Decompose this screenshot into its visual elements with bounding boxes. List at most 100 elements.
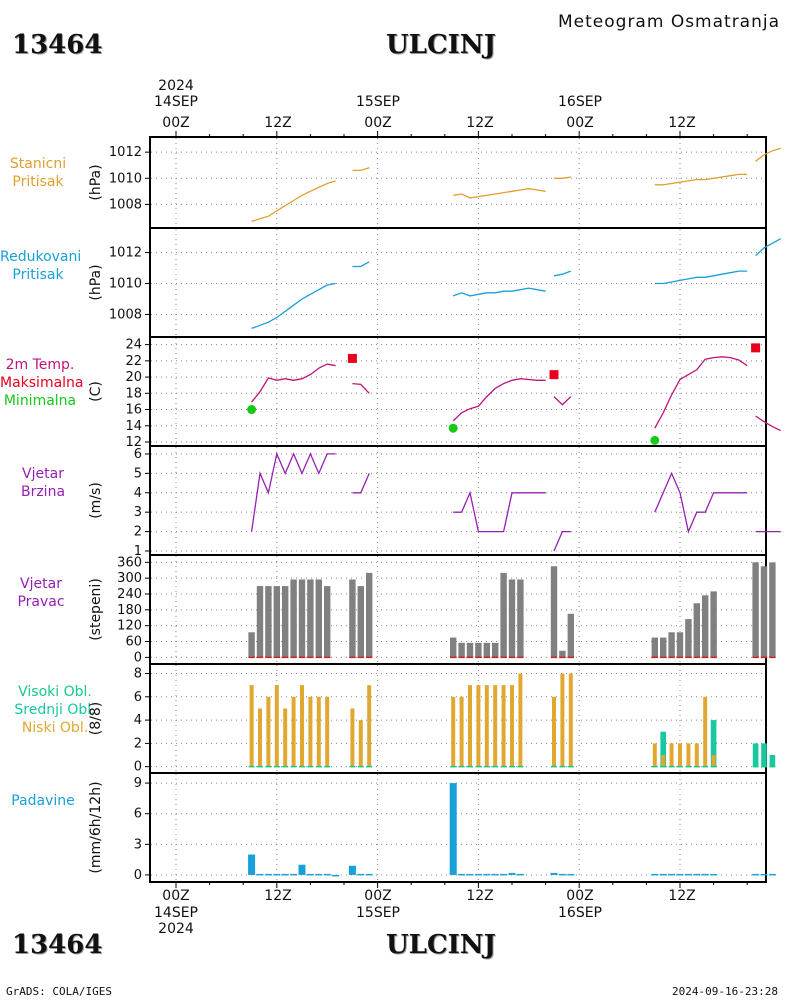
cloud-low-bar-32 xyxy=(711,755,716,767)
label-temperature-line3: Minimalna xyxy=(3,393,77,409)
series-line-2-0 xyxy=(251,363,336,403)
label-station-pressure-line2: Pritisak xyxy=(12,174,64,190)
tmin-marker-0 xyxy=(247,405,257,415)
precip-bar-24 xyxy=(558,873,566,876)
winddir-bar-12 xyxy=(366,572,373,658)
label-clouds-line1: Visoki Obl. xyxy=(18,684,92,700)
station-name-top: ULCINJ xyxy=(386,30,496,60)
label-wind-speed-line2: Brzina xyxy=(20,484,66,500)
tick-label-top-3: 12Z xyxy=(466,115,494,131)
winddir-bar-8 xyxy=(315,579,322,658)
ytick-label-2-3: 18 xyxy=(125,386,142,401)
series-line-2-1 xyxy=(352,382,370,394)
winddir-bar-26 xyxy=(660,637,667,658)
cloud-mid-bar-26 xyxy=(660,731,666,767)
cloud-low-bar-27 xyxy=(669,743,674,767)
ylabel-4: (stepeni) xyxy=(88,578,104,641)
winddir-bar-5 xyxy=(290,579,297,658)
tmin-marker-2 xyxy=(650,435,660,445)
precip-bar-12 xyxy=(357,873,365,876)
ytick-label-4-5: 300 xyxy=(117,571,142,586)
cloud-low-bar-22 xyxy=(552,696,556,767)
ytick-label-6-1: 3 xyxy=(134,837,142,852)
cloud-low-bar-2 xyxy=(266,696,271,767)
precip-bar-15 xyxy=(458,873,466,876)
series-line-1-2 xyxy=(452,287,546,297)
series-line-0-1 xyxy=(352,167,370,172)
ylabel-6: (mm/6h/12h) xyxy=(88,781,104,873)
cloud-low-bar-6 xyxy=(300,685,304,767)
label-clouds-line2: Srednji Obl. xyxy=(14,702,96,718)
cloud-low-bar-5 xyxy=(291,696,296,767)
ytick-label-3-3: 4 xyxy=(134,486,142,501)
series-line-3-1 xyxy=(352,473,370,494)
label-reduced-pressure-line1: Redukovani xyxy=(0,249,82,265)
series-line-3-2 xyxy=(453,490,546,533)
series-line-0-4 xyxy=(654,173,748,186)
precip-bar-5 xyxy=(290,873,298,876)
label-clouds-line3: Niski Obl. xyxy=(21,720,89,736)
ytick-label-5-0: 0 xyxy=(134,760,142,775)
label-station-pressure-line1: Stanicni xyxy=(9,156,67,172)
precip-bar-2 xyxy=(264,873,272,876)
ylabel-5: (8/8) xyxy=(88,702,104,735)
winddir-bar-27 xyxy=(668,632,675,658)
winddir-bar-13 xyxy=(450,637,457,658)
precip-bar-4 xyxy=(281,873,289,876)
ylabel-1: (hPa) xyxy=(88,264,104,300)
panel-frame-0 xyxy=(149,136,767,229)
precip-bar-20 xyxy=(500,873,508,876)
date-label-top-1: 15SEP xyxy=(356,94,400,110)
winddir-bar-29 xyxy=(685,619,692,658)
label-wind-direction-line2: Pravac xyxy=(17,594,65,610)
label-reduced-pressure-line2: Pritisak xyxy=(12,267,64,283)
cloud-low-bar-31 xyxy=(703,696,708,767)
series-line-3-3 xyxy=(553,530,571,552)
winddir-bar-33 xyxy=(752,562,759,658)
tick-label-top-5: 12Z xyxy=(668,115,696,131)
station-id-top: 13464 xyxy=(12,30,103,60)
tmax-marker-2 xyxy=(751,343,761,353)
cloud-low-bar-25 xyxy=(652,743,657,767)
precip-bar-19 xyxy=(491,873,499,876)
precip-bar-16 xyxy=(466,873,474,876)
precip-bar-26 xyxy=(651,873,659,876)
winddir-bar-28 xyxy=(676,632,684,658)
cloud-low-bar-7 xyxy=(308,696,313,767)
ylabel-0: (hPa) xyxy=(88,164,104,200)
precip-bar-30 xyxy=(684,873,692,876)
tick-label-top-4: 00Z xyxy=(566,115,594,131)
cloud-low-bar-23 xyxy=(560,673,565,767)
label-precip-line1: Padavine xyxy=(11,793,75,809)
label-station-pressure: Stanicni Pritisak xyxy=(0,155,76,191)
ytick-label-4-6: 360 xyxy=(117,555,142,570)
series-line-1-0 xyxy=(251,282,336,330)
cloud-low-bar-15 xyxy=(468,685,472,767)
precip-bar-17 xyxy=(474,873,482,876)
year-label-bottom: 2024 xyxy=(158,921,194,937)
cloud-low-bar-28 xyxy=(678,743,682,767)
cloud-low-bar-8 xyxy=(316,696,321,767)
cloud-low-bar-0 xyxy=(249,685,254,767)
ytick-label-4-4: 240 xyxy=(117,587,142,602)
ytick-label-6-0: 0 xyxy=(134,868,142,883)
tick-label-bottom-3: 12Z xyxy=(466,888,494,904)
ytick-label-2-5: 22 xyxy=(125,354,142,369)
cloud-low-bar-4 xyxy=(283,708,288,767)
ytick-label-5-4: 8 xyxy=(134,666,142,681)
ytick-label-3-4: 5 xyxy=(134,466,142,481)
cloud-mid-bar-34 xyxy=(761,743,767,767)
winddir-bar-14 xyxy=(458,642,465,658)
series-line-1-5 xyxy=(755,238,782,257)
label-wind-speed-line1: Vjetar xyxy=(22,466,64,482)
precip-bar-10 xyxy=(332,874,340,877)
precip-bar-13 xyxy=(365,873,373,876)
series-line-0-2 xyxy=(453,188,546,199)
ytick-label-2-1: 14 xyxy=(125,419,142,434)
precip-bar-7 xyxy=(306,873,314,876)
winddir-bar-6 xyxy=(298,579,306,658)
winddir-bar-32 xyxy=(710,591,717,658)
series-line-2-3 xyxy=(553,396,572,406)
ytick-label-1-2: 1012 xyxy=(109,246,142,261)
tmin-marker-1 xyxy=(448,423,458,433)
